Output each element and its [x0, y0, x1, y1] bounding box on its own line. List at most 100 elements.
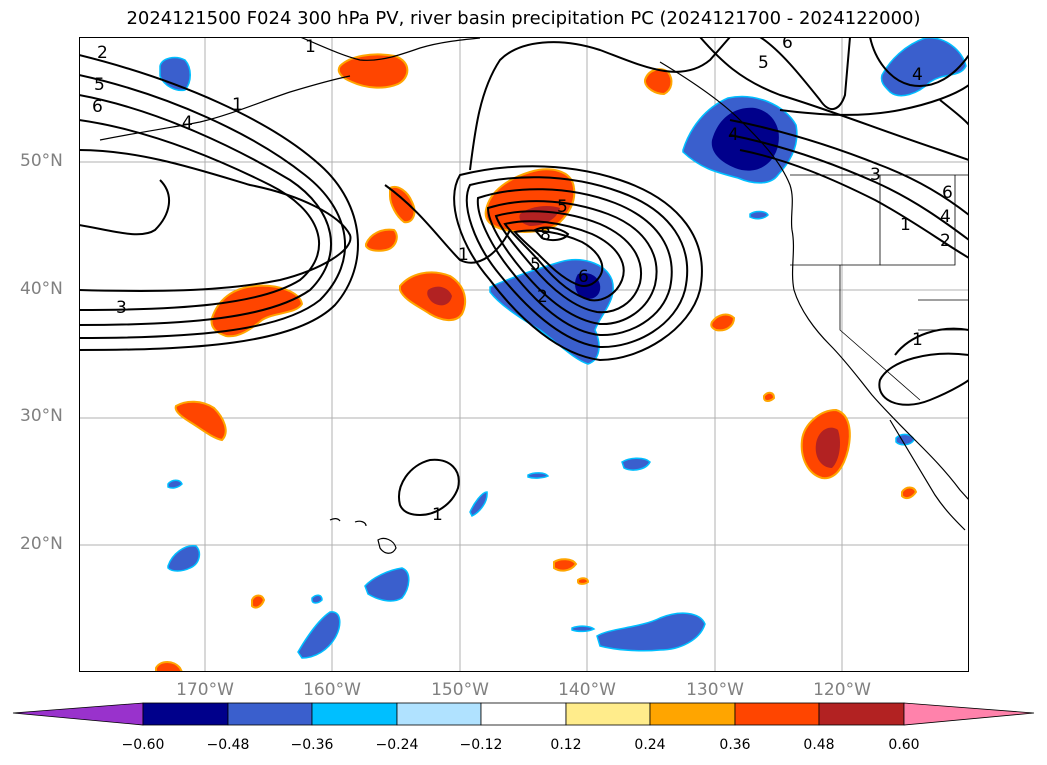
- colorbar-tick-label: −0.48: [206, 737, 250, 753]
- contour-central-inner: [533, 226, 570, 242]
- neg-patch-south: [596, 612, 706, 652]
- neg-patch-tiny-4: [167, 479, 183, 489]
- contour-central-2: [465, 176, 689, 349]
- pos-patch-mid-core: [427, 286, 452, 306]
- pos-patch-small-5: [251, 594, 266, 609]
- contour-label: 4: [728, 125, 739, 145]
- colorbar-bin: [311, 702, 398, 726]
- colorbar-extend-low: [12, 702, 144, 726]
- contour-west-5: [79, 54, 359, 351]
- colorbar-tick-label: −0.60: [121, 737, 165, 753]
- contour-label: 4: [912, 65, 923, 85]
- colorbar-tick-label: 0.36: [719, 737, 751, 753]
- contour-central-6: [503, 220, 625, 302]
- pos-patch-small-1: [389, 186, 416, 224]
- map-panel[interactable]: 2 5 6 1 4 3 1 5 8 5 2 6 1 1 6 5 4 3 6 4 …: [79, 37, 969, 672]
- colorbar-bin: [565, 702, 651, 726]
- lon-label-130w: 130°W: [686, 680, 744, 700]
- lat-label-50n: 50°N: [20, 151, 63, 171]
- coastlines: [99, 37, 969, 554]
- neg-patch-mid-small: [621, 457, 651, 471]
- contour-label: 1: [912, 330, 923, 350]
- colorbar-bin: [818, 702, 905, 726]
- contour-se-2: [894, 327, 969, 356]
- colorbar-bin: [396, 702, 482, 726]
- contour-upper-ridge: [469, 37, 731, 171]
- colorbar-bin: [480, 702, 567, 726]
- contour-central-3: [476, 188, 673, 337]
- pos-patch-small-6: [901, 486, 918, 500]
- contour-ne-6: [759, 37, 851, 110]
- contour-central-5: [494, 210, 642, 314]
- contour-ne-1: [699, 37, 969, 161]
- map-canvas[interactable]: 2 5 6 1 4 3 1 5 8 5 2 6 1 1 6 5 4 3 6 4 …: [79, 37, 969, 672]
- contour-label: 4: [182, 113, 193, 133]
- neg-patch-hawaii-east: [364, 567, 410, 602]
- contour-west-1: [79, 149, 352, 292]
- contour-ne-7: [869, 37, 969, 87]
- colorbar-bin: [142, 702, 229, 726]
- pos-patch-north: [337, 53, 409, 89]
- state-border-4: [839, 265, 921, 401]
- state-border-2: [790, 175, 881, 266]
- contour-label: 3: [116, 298, 127, 318]
- contour-ne-2: [729, 119, 969, 216]
- contour-se-1: [878, 352, 969, 406]
- lon-label-150w: 150°W: [431, 680, 489, 700]
- colorbar: [12, 702, 1035, 726]
- pos-patch-bottom: [155, 661, 184, 672]
- contour-label: 1: [232, 95, 243, 115]
- contour-label: 1: [900, 215, 911, 235]
- contour-ne-4: [739, 149, 969, 259]
- contour-west-inner: [79, 179, 170, 236]
- contour-label: 6: [578, 267, 589, 287]
- colorbar-bin: [649, 702, 736, 726]
- neg-patch-tiny-1: [469, 491, 488, 518]
- contour-west-4: [79, 74, 346, 339]
- lon-label-170w: 170°W: [176, 680, 234, 700]
- positive-pc-patches: [155, 53, 918, 672]
- graticule: [79, 37, 969, 672]
- neg-patch-tiny-5: [571, 625, 596, 633]
- contour-label: 5: [530, 255, 541, 275]
- lon-label-160w: 160°W: [303, 680, 361, 700]
- north-america-coast: [659, 61, 969, 501]
- pos-patch-small-2: [365, 228, 398, 252]
- colorbar-tick-label: 0.48: [803, 737, 835, 753]
- colorbar-tick-label: −0.36: [290, 737, 334, 753]
- neg-patch-tiny-2: [527, 472, 550, 479]
- neg-patch-west-small: [167, 545, 201, 572]
- contour-central-1: [453, 165, 703, 362]
- neg-patch-hawaii-sw: [297, 611, 341, 659]
- neg-patch-far-ne: [880, 37, 967, 97]
- lat-label-40n: 40°N: [20, 279, 63, 299]
- neg-patch-tiny-3: [749, 210, 769, 220]
- contour-label: 2: [940, 231, 951, 251]
- pos-patch-east-core: [815, 427, 840, 468]
- lat-label-30n: 30°N: [20, 406, 63, 426]
- contour-label: 6: [782, 37, 793, 53]
- pos-patch-small-3: [710, 313, 736, 332]
- pos-patch-ne: [644, 68, 673, 96]
- lon-label-140w: 140°W: [558, 680, 616, 700]
- alaska-coast: [299, 37, 481, 61]
- contour-label: 6: [942, 183, 953, 203]
- contour-label: 5: [758, 53, 769, 73]
- lon-label-120w: 120°W: [813, 680, 871, 700]
- contour-subtropical: [398, 458, 460, 517]
- neg-patch-tiny-6: [311, 594, 323, 604]
- contour-central-7: [513, 229, 604, 287]
- pos-patch-sw: [174, 400, 227, 442]
- contour-ne-8: [939, 99, 969, 126]
- contour-label: 1: [458, 245, 469, 265]
- contour-west-3: [79, 94, 332, 326]
- contour-upper-ridge-2: [384, 184, 511, 264]
- baja-coast: [889, 419, 966, 531]
- colorbar-bin: [227, 702, 313, 726]
- hawaii-islands: [329, 518, 397, 554]
- map-title: 2024121500 F024 300 hPa PV, river basin …: [126, 8, 921, 29]
- contour-label: 5: [557, 197, 568, 217]
- contour-label: 6: [92, 97, 103, 117]
- contour-ne-3: [729, 134, 969, 241]
- contour-label: 2: [537, 287, 548, 307]
